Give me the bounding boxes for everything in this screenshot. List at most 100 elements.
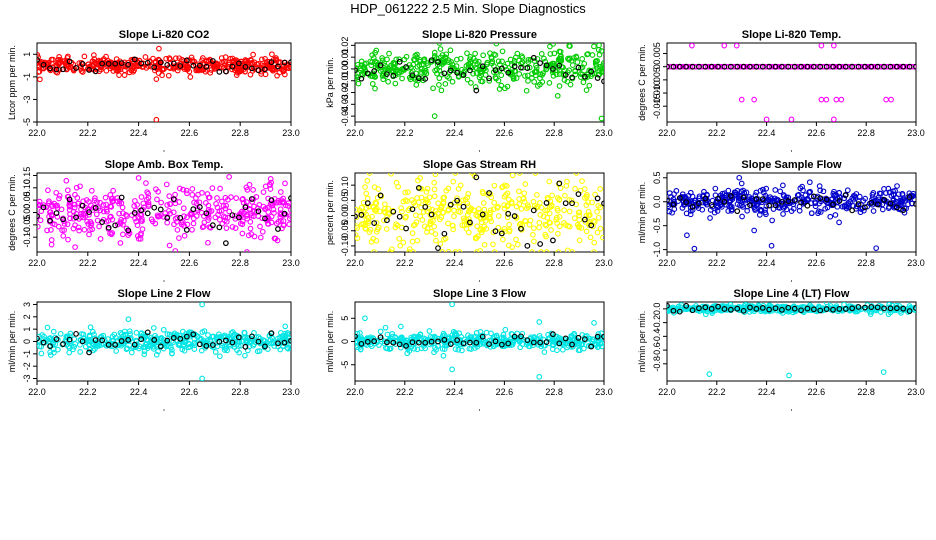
panel-title: Slope Gas Stream RH <box>423 159 536 171</box>
reference-point <box>118 194 125 201</box>
data-point <box>669 209 675 216</box>
reference-point <box>524 337 531 344</box>
data-point <box>189 191 196 198</box>
data-point <box>43 204 49 210</box>
data-point <box>483 329 490 336</box>
data-point <box>440 330 447 337</box>
data-point <box>431 49 438 56</box>
reference-point <box>422 339 429 346</box>
data-point <box>550 72 557 79</box>
reference-point <box>229 212 236 219</box>
data-point <box>431 333 438 340</box>
data-point <box>184 214 190 221</box>
data-point <box>490 241 496 248</box>
reference-point <box>473 174 480 181</box>
reference-point <box>377 192 384 199</box>
data-point <box>257 223 263 230</box>
data-point <box>381 201 388 208</box>
data-point <box>181 232 188 239</box>
reference-point <box>881 63 887 70</box>
data-point <box>521 190 528 197</box>
y-tick-label: -0.2 <box>652 315 662 331</box>
data-point <box>199 302 205 308</box>
data-point <box>156 45 162 52</box>
reference-point <box>92 205 99 211</box>
data-point <box>566 56 572 63</box>
data-point <box>437 46 444 52</box>
reference-point <box>817 307 824 314</box>
panel-4: Slope Amb. Box Temp. 22.0 22.2 22.4 22.6 22.8… <box>7 159 300 282</box>
data-point <box>89 328 96 335</box>
data-point <box>400 198 407 205</box>
data-point <box>733 43 740 49</box>
reference-point <box>721 63 728 70</box>
reference-point <box>203 210 210 217</box>
reference-point <box>798 307 804 314</box>
data-point <box>450 178 457 185</box>
data-point <box>885 185 892 192</box>
data-point <box>270 206 277 213</box>
data-point <box>589 52 596 58</box>
data-point <box>374 226 381 233</box>
data-point <box>260 189 267 195</box>
data-point <box>436 81 442 88</box>
reference-point <box>887 200 894 207</box>
reference-point <box>511 213 518 219</box>
data-point <box>251 233 258 240</box>
x-tick-label: 23.0 <box>282 128 300 138</box>
data-point <box>127 331 133 337</box>
reference-point <box>785 198 792 205</box>
data-point <box>478 68 485 75</box>
reference-point <box>779 198 785 205</box>
reference-point <box>384 217 390 224</box>
reference-point <box>862 204 868 211</box>
data-point <box>528 334 534 341</box>
reference-point <box>505 69 512 76</box>
data-point <box>56 54 62 60</box>
reference-point <box>384 339 390 346</box>
data-point <box>254 61 260 68</box>
data-point <box>510 74 517 81</box>
reference-point <box>454 337 461 344</box>
x-tick-label: 22.4 <box>130 387 148 397</box>
data-point <box>400 239 407 246</box>
reference-point <box>183 57 190 64</box>
data-point <box>589 199 595 206</box>
data-point <box>245 232 252 239</box>
x-tick-label: 23.0 <box>282 258 300 268</box>
data-point <box>524 202 531 209</box>
reference-point <box>242 204 249 211</box>
data-point <box>751 96 758 103</box>
reference-point <box>868 304 875 310</box>
data-point <box>578 225 585 231</box>
reference-point <box>37 335 40 342</box>
data-point <box>566 340 573 347</box>
reference-point <box>498 230 505 237</box>
plot-frame <box>666 172 917 253</box>
reference-point <box>86 67 93 73</box>
data-point <box>845 201 852 208</box>
y-tick-label: -0.02 <box>340 82 350 103</box>
data-point <box>529 75 535 81</box>
data-point <box>410 222 417 229</box>
data-point <box>763 185 770 192</box>
reference-point <box>355 333 358 340</box>
reference-point <box>216 338 223 345</box>
reference-point <box>422 203 429 210</box>
data-point <box>836 189 842 196</box>
data-point <box>247 339 254 346</box>
data-point <box>403 53 410 60</box>
data-point <box>281 67 287 74</box>
reference-point <box>594 195 601 202</box>
data-point <box>405 189 411 196</box>
data-point <box>200 223 207 230</box>
reference-point <box>53 66 60 73</box>
y-axis-label: ml/min per min. <box>637 311 647 373</box>
data-point <box>595 336 602 343</box>
data-point <box>856 193 863 200</box>
reference-point <box>249 196 255 202</box>
data-point <box>382 324 389 331</box>
data-point <box>556 214 563 220</box>
reference-point <box>518 225 524 232</box>
data-point <box>112 64 118 71</box>
